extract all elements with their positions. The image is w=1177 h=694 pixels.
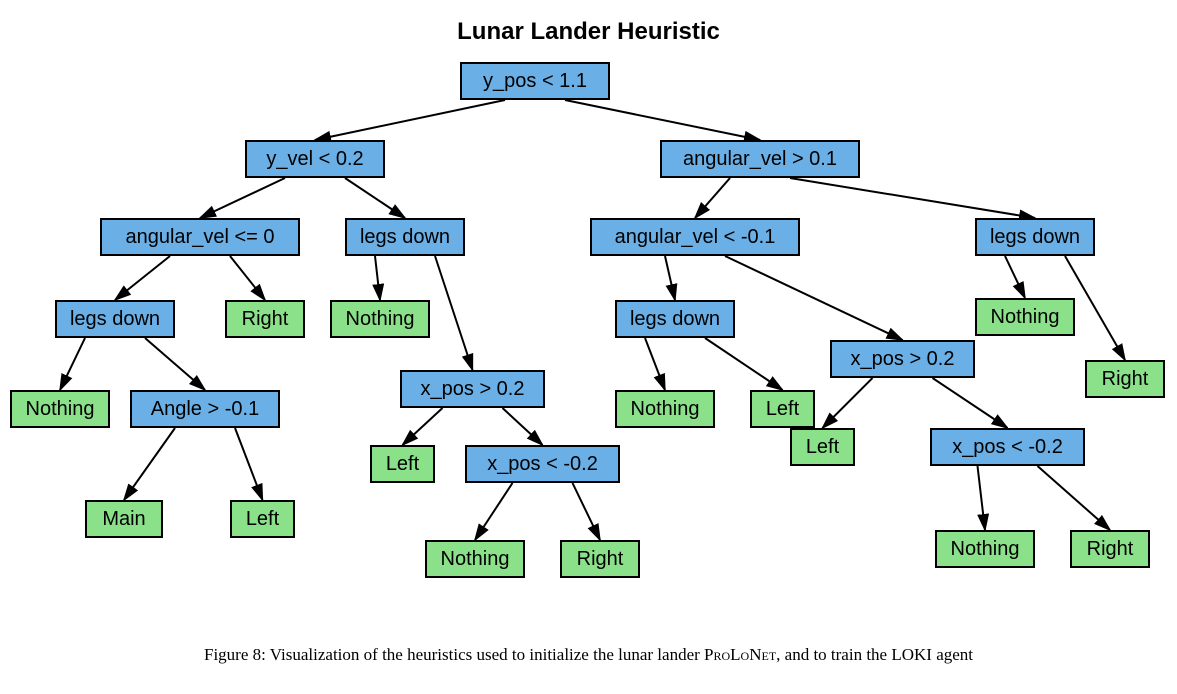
leaf-node-n11: Nothing: [975, 298, 1075, 336]
leaf-node-n19: Left: [370, 445, 435, 483]
edge-n16-n24: [235, 428, 263, 500]
diagram-title: Lunar Lander Heuristic: [0, 18, 1177, 46]
leaf-node-n21: Left: [790, 428, 855, 466]
edge-n16-n23: [124, 428, 175, 500]
edges-layer: [0, 0, 1177, 694]
decision-node-n22: x_pos < -0.2: [930, 428, 1085, 466]
edge-n6-n11: [1005, 256, 1025, 298]
decision-node-n16: Angle > -0.1: [130, 390, 280, 428]
caption-prefix: Figure 8: Visualization of the heuristic…: [204, 645, 704, 664]
leaf-node-n24: Left: [230, 500, 295, 538]
edge-n7-n16: [145, 338, 205, 390]
edge-n0-n2: [565, 100, 760, 140]
edge-n2-n6: [790, 178, 1035, 218]
edge-n7-n15: [60, 338, 85, 390]
figure-caption: Figure 8: Visualization of the heuristic…: [0, 645, 1177, 665]
edge-n0-n1: [315, 100, 505, 140]
decision-node-n10: legs down: [615, 300, 735, 338]
leaf-node-n17: Nothing: [615, 390, 715, 428]
decision-node-n2: angular_vel > 0.1: [660, 140, 860, 178]
edge-n13-n22: [933, 378, 1008, 428]
decision-node-n12: x_pos > 0.2: [400, 370, 545, 408]
decision-node-n3: angular_vel <= 0: [100, 218, 300, 256]
leaf-node-n18: Left: [750, 390, 815, 428]
decision-node-n1: y_vel < 0.2: [245, 140, 385, 178]
edge-n3-n7: [115, 256, 170, 300]
edge-n4-n12: [435, 256, 473, 370]
diagram-canvas: Lunar Lander Heuristic Figure 8: Visuali…: [0, 0, 1177, 694]
edge-n5-n10: [665, 256, 675, 300]
caption-smallcaps-1: ProLoNet: [704, 645, 776, 664]
edge-n3-n8: [230, 256, 265, 300]
decision-node-n5: angular_vel < -0.1: [590, 218, 800, 256]
edge-n12-n20: [503, 408, 543, 445]
leaf-node-n26: Right: [560, 540, 640, 578]
decision-node-n13: x_pos > 0.2: [830, 340, 975, 378]
decision-node-n7: legs down: [55, 300, 175, 338]
edge-n5-n13: [725, 256, 903, 340]
decision-node-n0: y_pos < 1.1: [460, 62, 610, 100]
edge-n10-n17: [645, 338, 665, 390]
edge-n12-n19: [403, 408, 443, 445]
edge-n2-n5: [695, 178, 730, 218]
edge-n13-n21: [823, 378, 873, 428]
edge-n20-n25: [475, 483, 513, 540]
caption-mid: , and to train the LOKI agent: [776, 645, 973, 664]
leaf-node-n27: Nothing: [935, 530, 1035, 568]
leaf-node-n23: Main: [85, 500, 163, 538]
leaf-node-n25: Nothing: [425, 540, 525, 578]
leaf-node-n28: Right: [1070, 530, 1150, 568]
decision-node-n20: x_pos < -0.2: [465, 445, 620, 483]
leaf-node-n9: Nothing: [330, 300, 430, 338]
leaf-node-n15: Nothing: [10, 390, 110, 428]
edge-n10-n18: [705, 338, 783, 390]
edge-n22-n27: [978, 466, 986, 530]
decision-node-n4: legs down: [345, 218, 465, 256]
decision-node-n6: legs down: [975, 218, 1095, 256]
leaf-node-n8: Right: [225, 300, 305, 338]
edge-n4-n9: [375, 256, 380, 300]
edge-n20-n26: [573, 483, 601, 540]
edge-n1-n4: [345, 178, 405, 218]
leaf-node-n14: Right: [1085, 360, 1165, 398]
edge-n22-n28: [1038, 466, 1111, 530]
edge-n1-n3: [200, 178, 285, 218]
